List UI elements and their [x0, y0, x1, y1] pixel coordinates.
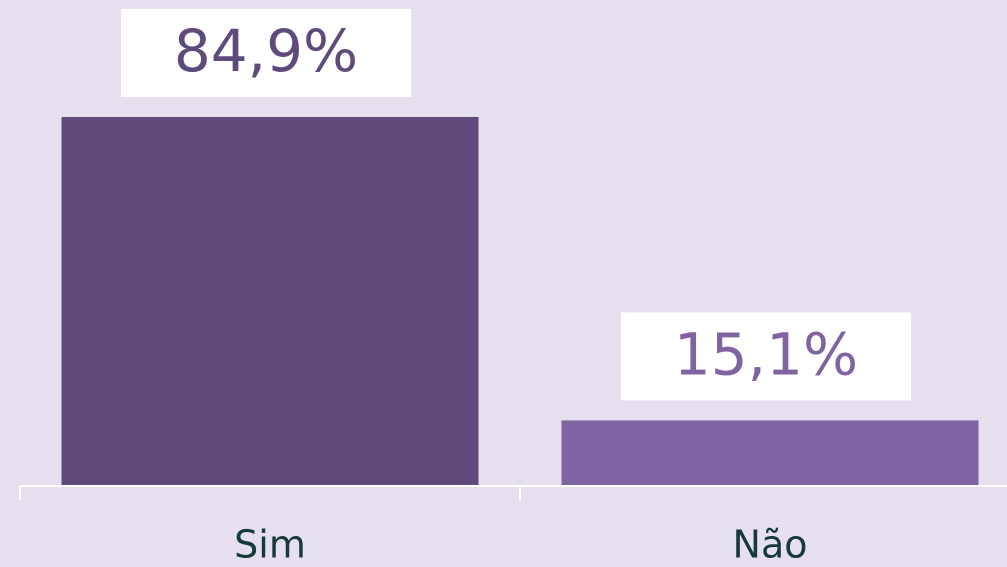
- x-tick-label: Sim: [234, 523, 306, 567]
- value-label: 84,9%: [174, 17, 358, 85]
- x-tick-label: Não: [733, 523, 808, 567]
- value-label-box: [621, 312, 911, 401]
- bar: [61, 117, 479, 486]
- value-label: 15,1%: [674, 320, 858, 388]
- bar: [561, 420, 979, 486]
- value-label-box: [121, 9, 411, 97]
